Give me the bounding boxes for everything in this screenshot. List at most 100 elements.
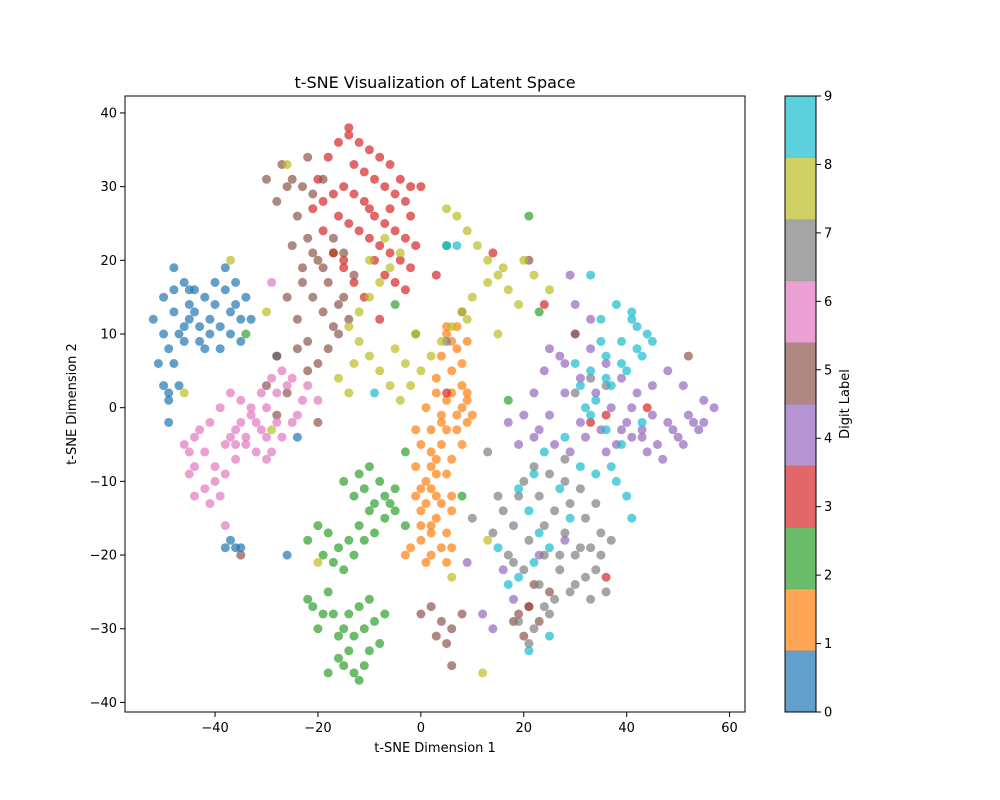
y-tick-label: −10: [90, 475, 117, 490]
scatter-point-digit-8: [447, 322, 457, 332]
scatter-point-digit-4: [647, 381, 657, 391]
scatter-point-digit-9: [596, 314, 606, 324]
y-tick-label: 40: [100, 106, 117, 121]
scatter-point-digit-7: [509, 557, 518, 567]
scatter-point-digit-6: [200, 447, 210, 457]
scatter-point-digit-4: [519, 410, 529, 420]
scatter-point-digit-0: [215, 322, 225, 332]
scatter-point-digit-8: [380, 233, 390, 243]
scatter-point-digit-9: [452, 241, 462, 251]
scatter-point-digit-2: [390, 506, 400, 516]
scatter-point-digit-3: [318, 196, 328, 206]
scatter-point-digit-2: [349, 668, 359, 678]
scatter-point-digit-5: [292, 314, 302, 324]
scatter-point-digit-2: [359, 535, 369, 545]
scatter-point-digit-3: [539, 300, 549, 309]
scatter-point-digit-6: [226, 388, 235, 398]
scatter-point-digit-6: [210, 462, 220, 472]
scatter-point-digit-4: [627, 403, 637, 413]
scatter-point-digit-8: [426, 351, 436, 361]
scatter-point-digit-9: [555, 484, 565, 494]
scatter-point-digit-8: [483, 277, 493, 287]
scatter-point-digit-5: [298, 263, 307, 273]
scatter-point-digit-2: [370, 499, 379, 508]
scatter-point-digit-4: [503, 417, 513, 427]
scatter-point-digit-8: [529, 270, 539, 280]
scatter-point-digit-7: [560, 454, 570, 464]
scatter-point-digit-4: [678, 381, 688, 391]
scatter-point-digit-5: [349, 270, 359, 280]
scatter-point-digit-5: [313, 359, 323, 368]
scatter-point-digit-9: [514, 572, 524, 582]
scatter-point-digit-1: [416, 440, 426, 449]
scatter-point-digit-0: [169, 359, 179, 368]
scatter-point-digit-4: [663, 366, 673, 376]
scatter-point-digit-3: [400, 233, 410, 243]
colorbar-tick-label: 5: [824, 363, 832, 378]
scatter-point-digit-4: [591, 388, 601, 398]
scatter-point-digit-4: [617, 425, 626, 435]
scatter-point-digit-7: [545, 609, 554, 619]
scatter-point-digit-5: [683, 351, 693, 361]
scatter-point-digit-7: [591, 565, 601, 575]
scatter-point-digit-3: [359, 167, 369, 177]
scatter-point-digit-2: [375, 639, 385, 648]
scatter-point-digit-1: [447, 543, 457, 553]
scatter-point-digit-3: [354, 226, 364, 236]
scatter-point-digit-0: [164, 395, 174, 405]
scatter-point-digit-9: [617, 440, 626, 449]
scatter-point-digit-3: [375, 314, 385, 324]
scatter-point-digit-9: [601, 373, 611, 383]
scatter-point-digit-3: [431, 270, 441, 280]
scatter-point-digit-5: [570, 329, 580, 339]
scatter-point-digit-7: [570, 550, 580, 560]
colorbar-tick-label: 8: [824, 158, 832, 173]
scatter-point-digit-6: [313, 395, 323, 405]
scatter-point-digit-1: [436, 351, 446, 361]
scatter-point-digit-3: [380, 219, 390, 228]
scatter-point-digit-1: [416, 506, 426, 516]
scatter-point-digit-6: [246, 403, 256, 413]
scatter-point-digit-7: [524, 639, 534, 648]
scatter-point-digit-3: [334, 211, 343, 221]
scatter-point-digit-0: [226, 329, 235, 339]
scatter-point-digit-1: [442, 469, 452, 479]
scatter-point-digit-6: [262, 432, 271, 442]
scatter-point-digit-2: [359, 624, 369, 634]
scatter-point-digit-2: [339, 624, 349, 634]
scatter-point-digit-5: [313, 255, 323, 265]
scatter-point-digit-0: [164, 388, 174, 398]
scatter-point-digit-4: [534, 425, 544, 435]
scatter-point-digit-5: [308, 292, 318, 302]
scatter-point-digit-9: [581, 403, 590, 413]
scatter-point-digit-5: [318, 263, 328, 273]
scatter-point-digit-3: [364, 233, 374, 243]
scatter-point-digit-0: [195, 336, 205, 346]
scatter-point-digit-2: [313, 521, 323, 531]
scatter-point-digit-2: [534, 307, 544, 317]
scatter-point-digit-3: [308, 204, 318, 214]
scatter-point-digit-1: [452, 410, 462, 420]
x-tick-label: 0: [417, 721, 425, 736]
scatter-point-digit-3: [339, 263, 349, 273]
scatter-point-digit-8: [375, 366, 385, 376]
scatter-point-digit-5: [436, 616, 446, 626]
scatter-point-digit-5: [287, 241, 297, 251]
scatter-point-digit-0: [159, 381, 169, 391]
scatter-point-digit-7: [519, 476, 529, 486]
scatter-point-digit-7: [606, 535, 616, 545]
scatter-point-digit-5: [334, 329, 343, 339]
scatter-point-digit-7: [601, 587, 611, 597]
scatter-point-digit-3: [344, 123, 354, 133]
scatter-point-digit-4: [617, 373, 626, 383]
scatter-point-digit-3: [406, 182, 416, 192]
scatter-point-digit-7: [560, 528, 570, 538]
scatter-point-digit-4: [575, 417, 585, 427]
scatter-point-digit-2: [328, 557, 338, 567]
scatter-point-digit-9: [586, 270, 596, 280]
scatter-point-digit-6: [267, 373, 277, 383]
scatter-point-digit-9: [606, 381, 616, 391]
scatter-point-digit-8: [436, 336, 446, 346]
scatter-point-digit-4: [663, 417, 673, 427]
